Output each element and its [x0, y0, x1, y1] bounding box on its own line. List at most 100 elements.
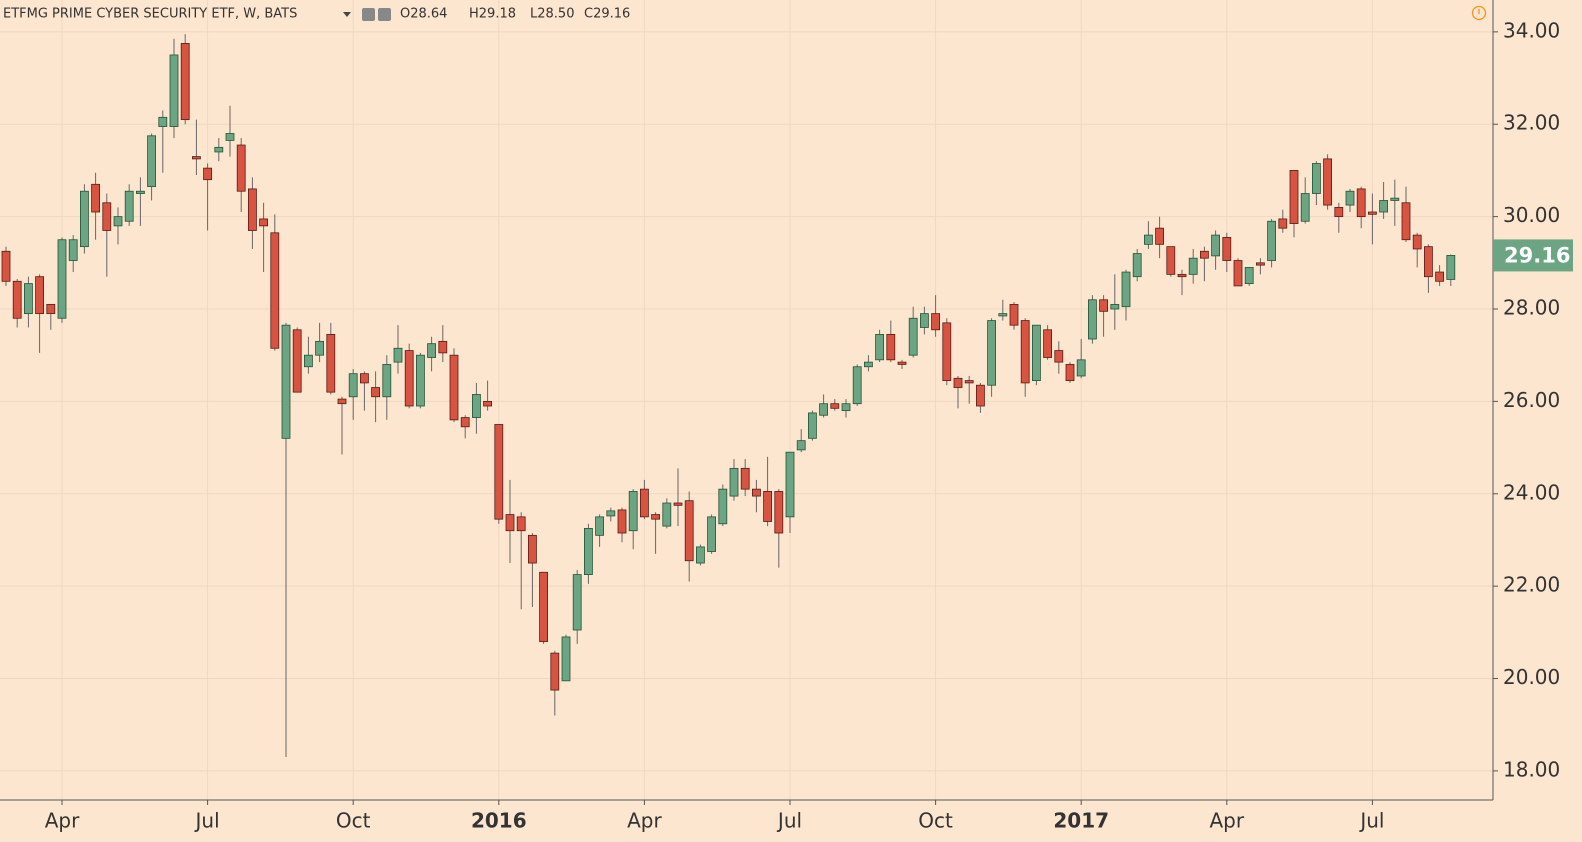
candle-body [1177, 273, 1187, 278]
candle-body [763, 491, 772, 522]
candle-body [1032, 324, 1041, 382]
ohlc-value: H29.18 [469, 7, 516, 22]
candle-body [46, 303, 56, 315]
candle-body [841, 403, 851, 412]
candle-body [1054, 350, 1064, 363]
candle-body [203, 167, 213, 181]
candle-body [102, 202, 112, 231]
candle-body [718, 488, 728, 525]
candle-body [35, 276, 44, 315]
y-tick-label: 34.00 [1503, 18, 1560, 42]
candle-body [371, 387, 381, 398]
candle-body [920, 313, 929, 328]
candle-body [180, 43, 190, 121]
warning-icon[interactable] [1471, 5, 1487, 21]
candle-body [326, 334, 336, 393]
ohlc-legend: O28.64 H29.18 L28.50 C29.16 [400, 7, 630, 22]
chart-title: ETFMG PRIME CYBER SECURITY ETF, W, BATS [3, 7, 297, 22]
candle-body [337, 398, 347, 405]
candle-body [1166, 246, 1176, 275]
last-price-tag [1493, 239, 1573, 272]
candle-body [819, 403, 828, 416]
candle-body [1188, 257, 1198, 275]
candle-body [606, 510, 616, 517]
candle-body [1278, 218, 1288, 229]
candle-body [785, 451, 795, 518]
candle-body [998, 313, 1008, 317]
candle-body [1088, 299, 1097, 340]
candle-body [976, 384, 985, 407]
ohlc-value: C29.16 [584, 7, 630, 22]
candle-body [1345, 190, 1355, 206]
candle-body [1390, 197, 1400, 201]
candle-body [1289, 170, 1299, 224]
candle-body [1401, 202, 1411, 241]
candles [1, 34, 1456, 758]
candle-body [774, 491, 784, 534]
candle-body [651, 514, 660, 520]
candle-body [1065, 364, 1075, 382]
candle-body [281, 324, 291, 439]
candle-body [12, 280, 22, 319]
candle-body [1379, 200, 1388, 213]
candle-body [1368, 211, 1377, 215]
candle-body [1233, 260, 1243, 287]
symbol-dropdown[interactable] [343, 12, 351, 17]
candle-body [942, 322, 952, 382]
candle-body [1267, 220, 1276, 261]
candle-body [1424, 246, 1433, 278]
candle-body [393, 347, 403, 363]
candle-body [830, 403, 840, 409]
candle-body [1312, 163, 1321, 194]
candle-body [91, 183, 100, 213]
x-tick-label: Apr [1209, 809, 1244, 833]
candle-body [617, 509, 627, 534]
candle-body [1043, 329, 1052, 358]
candle-body [259, 218, 269, 227]
candle-body [1009, 303, 1019, 326]
y-tick-label: 26.00 [1503, 388, 1560, 412]
candle-body [348, 373, 358, 398]
candle-body [550, 652, 560, 691]
y-tick-label: 18.00 [1503, 757, 1560, 781]
y-tick-label: 22.00 [1503, 573, 1560, 597]
settings-icon[interactable] [362, 8, 375, 21]
candle-body [505, 514, 515, 532]
candle-body [359, 373, 369, 384]
candle-body [1256, 262, 1265, 266]
candle-body [584, 528, 593, 575]
y-tick-label: 32.00 [1503, 111, 1560, 135]
candle-body [897, 361, 907, 365]
format-icon[interactable] [378, 8, 391, 21]
candle-body [908, 317, 918, 356]
candle-body [1144, 234, 1153, 245]
candle-body [875, 334, 884, 361]
candle-body [382, 364, 392, 398]
candle-body [483, 400, 493, 407]
ohlc-value: O28.64 [400, 7, 447, 22]
candle-body [1356, 188, 1366, 218]
candle-body [80, 190, 89, 248]
candle-body [796, 440, 806, 451]
candle-body [852, 366, 862, 405]
candle-body [1121, 271, 1131, 308]
candle-body [1200, 250, 1209, 259]
candle-body [628, 491, 638, 532]
candle-body [1446, 255, 1456, 280]
candle-body [595, 516, 604, 536]
candle-body [987, 320, 996, 386]
candle-body [528, 534, 537, 564]
candle-body [752, 488, 761, 497]
candle-body [270, 232, 280, 349]
y-tick-label: 28.00 [1503, 296, 1560, 320]
candle-body [494, 424, 504, 520]
candle-body [1323, 158, 1332, 206]
candle-body [68, 239, 78, 261]
candle-body [953, 377, 963, 388]
candle-body [404, 350, 414, 407]
candle-body [124, 190, 134, 222]
candle-body [225, 133, 235, 141]
candle-body [1020, 320, 1030, 384]
candle-body [315, 340, 325, 356]
